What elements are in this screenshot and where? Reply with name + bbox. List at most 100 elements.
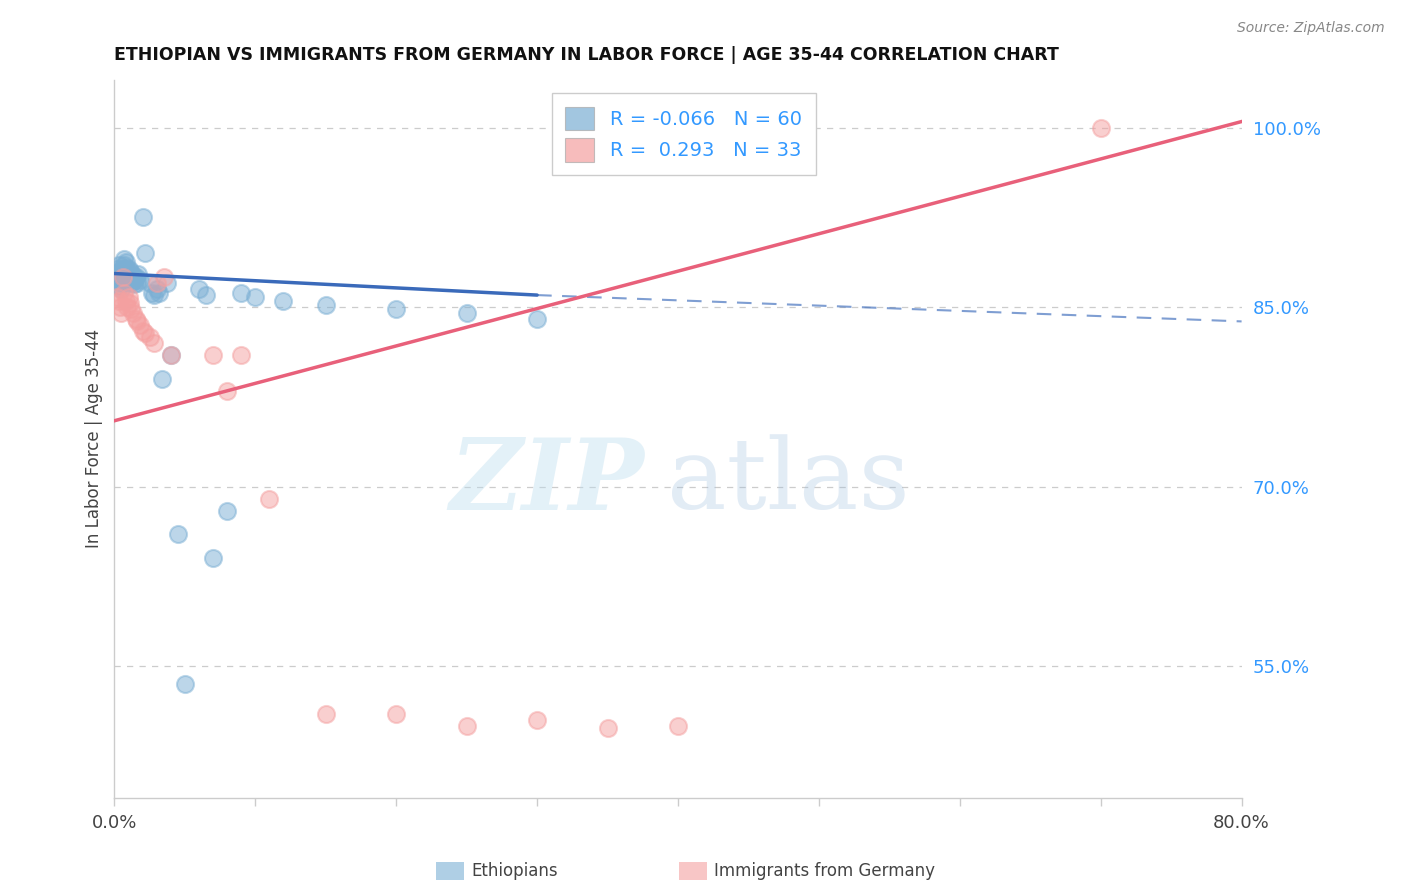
Point [122, 277, 145, 292]
Point [110, 282, 132, 296]
Point [526, 713, 548, 727]
Point [188, 282, 211, 296]
Point [112, 285, 135, 300]
Point [107, 264, 129, 278]
Point [195, 288, 218, 302]
Point [145, 282, 167, 296]
Point [111, 268, 134, 282]
Point [110, 264, 132, 278]
Point [115, 272, 138, 286]
Point [120, 276, 142, 290]
Point [108, 300, 131, 314]
Point [166, 527, 188, 541]
Point [115, 267, 138, 281]
Point [385, 706, 408, 721]
Point [134, 246, 156, 260]
Point [108, 267, 131, 281]
Point [245, 290, 267, 304]
Point [121, 274, 143, 288]
Point [1090, 120, 1112, 135]
Point [112, 252, 135, 267]
Point [159, 348, 181, 362]
Text: ETHIOPIAN VS IMMIGRANTS FROM GERMANY IN LABOR FORCE | AGE 35-44 CORRELATION CHAR: ETHIOPIAN VS IMMIGRANTS FROM GERMANY IN … [114, 46, 1059, 64]
Point [231, 348, 253, 362]
Text: atlas: atlas [666, 434, 910, 530]
Point [666, 719, 689, 733]
Point [117, 268, 139, 283]
Point [110, 276, 132, 290]
Point [105, 290, 128, 304]
Point [118, 270, 141, 285]
Point [456, 719, 478, 733]
Point [145, 276, 167, 290]
Point [596, 722, 619, 736]
Point [111, 272, 134, 286]
Point [138, 330, 160, 344]
Point [124, 312, 146, 326]
Point [110, 306, 132, 320]
Point [117, 261, 139, 276]
Text: Ethiopians: Ethiopians [471, 862, 558, 880]
Point [120, 268, 142, 283]
Point [125, 314, 148, 328]
Point [124, 270, 146, 285]
Point [112, 258, 135, 272]
Point [202, 348, 225, 362]
Point [526, 312, 548, 326]
Point [125, 276, 148, 290]
Point [107, 294, 129, 309]
Point [150, 372, 173, 386]
Text: Source: ZipAtlas.com: Source: ZipAtlas.com [1237, 21, 1385, 35]
Point [131, 211, 153, 225]
Point [155, 276, 177, 290]
Text: ZIP: ZIP [449, 434, 644, 530]
Point [107, 258, 129, 272]
Point [315, 298, 337, 312]
Point [315, 706, 337, 721]
Point [121, 306, 143, 320]
Point [108, 278, 131, 293]
Point [202, 551, 225, 566]
Point [114, 254, 136, 268]
Point [108, 274, 131, 288]
Point [138, 276, 160, 290]
Point [152, 270, 174, 285]
Point [115, 300, 138, 314]
Point [456, 306, 478, 320]
Point [104, 267, 127, 281]
Point [127, 267, 149, 281]
Point [159, 348, 181, 362]
Point [217, 384, 239, 398]
Point [105, 261, 128, 276]
Point [148, 285, 170, 300]
Point [105, 268, 128, 283]
Y-axis label: In Labor Force | Age 35-44: In Labor Force | Age 35-44 [86, 329, 103, 549]
Point [217, 503, 239, 517]
Point [117, 290, 139, 304]
Point [128, 272, 150, 286]
Point [120, 302, 142, 317]
Point [128, 318, 150, 332]
Point [110, 270, 132, 285]
Point [118, 296, 141, 310]
Point [121, 268, 143, 282]
Point [114, 260, 136, 275]
Point [112, 264, 135, 278]
Point [142, 288, 165, 302]
Point [141, 285, 163, 300]
Point [231, 285, 253, 300]
Point [142, 335, 165, 350]
Point [259, 491, 281, 506]
Point [107, 271, 129, 285]
Point [385, 302, 408, 317]
Point [134, 326, 156, 341]
Point [111, 270, 134, 285]
Legend: R = -0.066   N = 60, R =  0.293   N = 33: R = -0.066 N = 60, R = 0.293 N = 33 [551, 93, 815, 176]
Text: Immigrants from Germany: Immigrants from Germany [714, 862, 935, 880]
Point [273, 294, 295, 309]
Point [118, 264, 141, 278]
Point [122, 272, 145, 286]
Point [131, 324, 153, 338]
Point [111, 261, 134, 276]
Point [173, 677, 195, 691]
